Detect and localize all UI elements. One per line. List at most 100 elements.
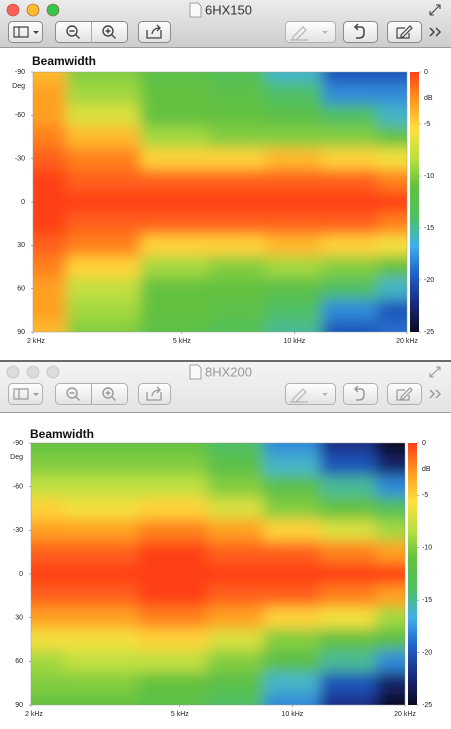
heatmap-cell bbox=[209, 299, 266, 322]
document-icon bbox=[189, 2, 202, 18]
x-tick-label: 2 kHz bbox=[27, 338, 45, 345]
heatmap-cell bbox=[33, 147, 67, 170]
heatmap-cell bbox=[376, 519, 405, 542]
heatmap-cell bbox=[378, 299, 407, 322]
heatmap-cell bbox=[265, 191, 323, 214]
heatmap-cell bbox=[138, 563, 208, 586]
window-control[interactable] bbox=[6, 365, 20, 379]
heatmap-cell bbox=[265, 169, 323, 192]
heatmap-cell bbox=[321, 147, 379, 170]
heatmap-cell bbox=[65, 82, 141, 105]
fullscreen-icon[interactable] bbox=[429, 366, 441, 378]
heatmap-cell bbox=[209, 82, 266, 105]
heatmap-cell bbox=[321, 191, 379, 214]
heatmap-cell bbox=[33, 82, 67, 105]
heatmap-cell bbox=[63, 650, 139, 673]
heatmap-cell bbox=[33, 299, 67, 322]
window: 6HX150 Beamwidth -90 -60 -30 0 30 60 90 Deg 2 kHz 5… bbox=[0, 0, 451, 360]
heatmap-cell bbox=[376, 584, 405, 608]
y-tick-label: -90 bbox=[13, 440, 23, 447]
heatmap-cell bbox=[319, 519, 377, 542]
heatmap-cell bbox=[378, 147, 407, 170]
heatmap-cell bbox=[33, 234, 67, 257]
zoom-icon bbox=[66, 387, 78, 399]
heatmap-cell bbox=[265, 82, 323, 105]
heatmap-cell bbox=[263, 694, 321, 705]
heatmap-cell bbox=[138, 541, 208, 564]
heatmap-cell bbox=[65, 72, 141, 84]
heatmap-cell bbox=[207, 694, 264, 705]
window-control[interactable] bbox=[6, 3, 20, 17]
heatmap-cell bbox=[138, 606, 208, 630]
heatmap-cell bbox=[376, 563, 405, 586]
heatmap-cell bbox=[138, 519, 208, 542]
toolbar-button[interactable] bbox=[138, 383, 171, 405]
heatmap-cell bbox=[140, 277, 210, 300]
y-tick-label: 0 bbox=[21, 199, 25, 206]
heatmap-cell bbox=[65, 169, 141, 192]
heatmap-cell bbox=[138, 453, 208, 477]
window-title: 6HX150 bbox=[205, 2, 252, 17]
y-tick-label: 60 bbox=[15, 658, 23, 665]
x-tick-label: 5 kHz bbox=[171, 711, 189, 718]
heatmap-cell bbox=[63, 606, 139, 630]
y-tick-label: 30 bbox=[17, 242, 25, 249]
annotate-icon bbox=[290, 388, 308, 403]
heatmap-cell bbox=[378, 104, 407, 127]
heatmap-cell bbox=[319, 563, 377, 586]
y-tick-label: -30 bbox=[15, 156, 25, 163]
zoom-handle bbox=[105, 390, 116, 401]
window-control[interactable] bbox=[46, 365, 60, 379]
heatmap-cell bbox=[140, 212, 210, 235]
toolbar-button[interactable] bbox=[343, 383, 378, 405]
heatmap-cell bbox=[376, 650, 405, 673]
heatmap-cells bbox=[31, 443, 405, 705]
overflow-icon[interactable] bbox=[429, 27, 442, 37]
zoom-handle bbox=[105, 28, 116, 39]
heatmap-cell bbox=[138, 650, 208, 673]
toolbar-button[interactable] bbox=[138, 21, 171, 43]
heatmap-cell bbox=[209, 256, 266, 279]
chart: Beamwidth -90 -60 -30 0 30 60 90 Deg 2 kHz 5 kHz 10… bbox=[12, 54, 434, 345]
dropdown-arrow bbox=[322, 31, 328, 34]
dropdown-arrow bbox=[322, 393, 328, 396]
heatmap-cell bbox=[376, 541, 405, 564]
heatmap-cell bbox=[263, 606, 321, 630]
heatmap-cell bbox=[319, 672, 377, 695]
heatmap-cell bbox=[321, 256, 379, 279]
heatmap-cell bbox=[63, 694, 139, 705]
heatmap-cell bbox=[63, 563, 139, 586]
heatmap-cell bbox=[140, 82, 210, 105]
heatmap-cell bbox=[209, 147, 266, 170]
heatmap-cell bbox=[65, 147, 141, 170]
window-control[interactable] bbox=[26, 365, 40, 379]
overflow-icon[interactable] bbox=[429, 389, 442, 399]
heatmap-cell bbox=[31, 453, 65, 477]
heatmap-cell bbox=[263, 497, 321, 520]
heatmap-cell bbox=[31, 694, 65, 705]
window-control[interactable] bbox=[46, 3, 60, 17]
heatmap-cell bbox=[265, 72, 323, 84]
heatmap-cell bbox=[31, 672, 65, 695]
fullscreen-icon[interactable] bbox=[429, 4, 441, 16]
x-tick-label: 20 kHz bbox=[396, 338, 418, 345]
heatmap-cell bbox=[31, 541, 65, 564]
heatmap-cell bbox=[376, 443, 405, 455]
heatmap-cell bbox=[378, 321, 407, 332]
heatmap-cell bbox=[319, 497, 377, 520]
window: 8HX200 Beamwidth -90 -60 -30 0 30 60 90 Deg 2 kHz 5… bbox=[0, 362, 451, 729]
colorbar bbox=[410, 72, 419, 332]
window-control[interactable] bbox=[26, 3, 40, 17]
toolbar-button[interactable] bbox=[343, 21, 378, 43]
heatmap-cell bbox=[138, 694, 208, 705]
edit-icon bbox=[396, 387, 413, 401]
heatmap-cell bbox=[376, 672, 405, 695]
heatmap-cell bbox=[138, 672, 208, 695]
colorbar-tick-label: -10 bbox=[424, 173, 434, 180]
heatmap-cell bbox=[265, 212, 323, 235]
heatmap-cell bbox=[265, 256, 323, 279]
heatmap-cell bbox=[263, 584, 321, 608]
heatmap-cell bbox=[140, 299, 210, 322]
y-tick-label: -60 bbox=[15, 112, 25, 119]
